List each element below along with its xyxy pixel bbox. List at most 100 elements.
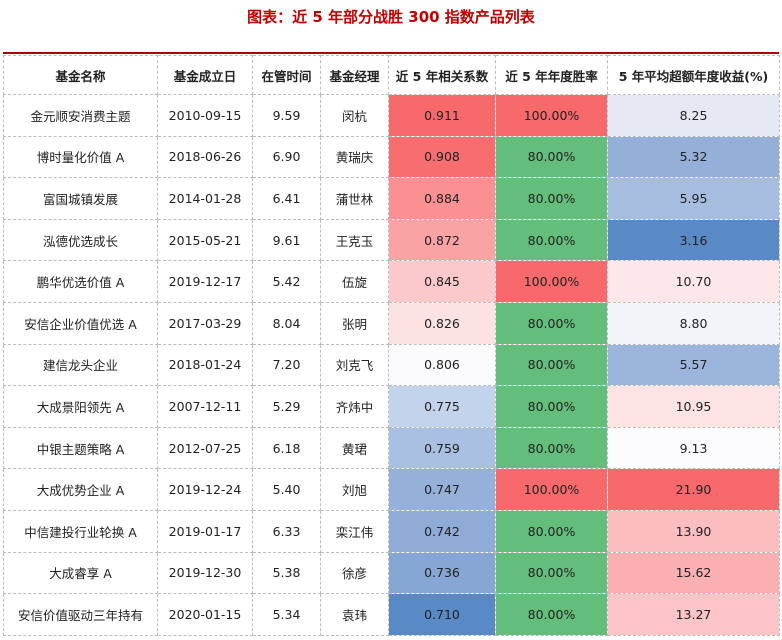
table-row: 建信龙头企业 2018-01-24 7.20 刘克飞 0.806 80.00% 5.57 — [3, 343, 780, 387]
inception-date-cell: 2019-12-17 — [157, 260, 253, 303]
col-header-tenure: 在管时间 — [252, 55, 321, 95]
fund-name-cell: 大成睿享 A — [3, 551, 158, 595]
table-row: 安信企业价值优选 A 2017-03-29 8.04 张明 0.826 80.00% 8.8… — [3, 301, 780, 345]
correlation-cell: 0.872 — [388, 218, 496, 262]
table-row: 中银主题策略 A 2012-07-25 6.18 黄珺 0.759 80.00% 9.13 — [3, 426, 780, 470]
table-header: 基金名称 基金成立日 在管时间 基金经理 近 5 年相关系数 近 5 年年度胜率… — [3, 55, 780, 95]
correlation-cell: 0.710 — [388, 593, 496, 636]
excess-return-cell: 15.62 — [607, 551, 780, 595]
correlation-cell: 0.884 — [388, 177, 496, 220]
table-row: 大成优势企业 A 2019-12-24 5.40 刘旭 0.747 100.00% 21.9… — [3, 468, 780, 511]
tenure-cell: 7.20 — [252, 343, 321, 387]
col-header-excess-return: 5 年平均超额年度收益(%) — [607, 55, 780, 95]
inception-date-cell: 2014-01-28 — [157, 177, 253, 220]
inception-date-cell: 2017-03-29 — [157, 301, 253, 345]
excess-return-cell: 3.16 — [607, 218, 780, 262]
win-rate-cell: 80.00% — [495, 385, 608, 428]
correlation-cell: 0.806 — [388, 343, 496, 387]
manager-cell: 蒲世林 — [320, 177, 389, 220]
col-header-win-rate: 近 5 年年度胜率 — [495, 55, 608, 95]
correlation-cell: 0.736 — [388, 551, 496, 595]
tenure-cell: 6.18 — [252, 426, 321, 470]
inception-date-cell: 2019-12-24 — [157, 468, 253, 511]
win-rate-cell: 100.00% — [495, 468, 608, 511]
excess-return-cell: 10.95 — [607, 385, 780, 428]
win-rate-cell: 80.00% — [495, 301, 608, 345]
tenure-cell: 6.90 — [252, 135, 321, 179]
inception-date-cell: 2018-06-26 — [157, 135, 253, 179]
header-row: 基金名称 基金成立日 在管时间 基金经理 近 5 年相关系数 近 5 年年度胜率… — [3, 55, 780, 95]
fund-name-cell: 富国城镇发展 — [3, 177, 158, 220]
manager-cell: 刘克飞 — [320, 343, 389, 387]
correlation-cell: 0.908 — [388, 135, 496, 179]
win-rate-cell: 80.00% — [495, 177, 608, 220]
inception-date-cell: 2007-12-11 — [157, 385, 253, 428]
tenure-cell: 8.04 — [252, 301, 321, 345]
excess-return-cell: 5.32 — [607, 135, 780, 179]
table-body: 金元顺安消费主题 2010-09-15 9.59 闵杭 0.911 100.00% 8.25… — [3, 94, 780, 636]
figure-title: 图表：近 5 年部分战胜 300 指数产品列表 — [247, 8, 535, 26]
col-header-fund-name: 基金名称 — [3, 55, 158, 95]
excess-return-cell: 21.90 — [607, 468, 780, 511]
table-row: 鹏华优选价值 A 2019-12-17 5.42 伍旋 0.845 100.00% 10.7… — [3, 260, 780, 303]
win-rate-cell: 80.00% — [495, 593, 608, 636]
fund-table: 基金名称 基金成立日 在管时间 基金经理 近 5 年相关系数 近 5 年年度胜率… — [3, 55, 780, 636]
win-rate-cell: 80.00% — [495, 343, 608, 387]
excess-return-cell: 9.13 — [607, 426, 780, 470]
table-row: 泓德优选成长 2015-05-21 9.61 王克玉 0.872 80.00% 3.16 — [3, 218, 780, 262]
correlation-cell: 0.775 — [388, 385, 496, 428]
win-rate-cell: 100.00% — [495, 94, 608, 137]
table-row: 大成睿享 A 2019-12-30 5.38 徐彦 0.736 80.00% 15.62 — [3, 551, 780, 595]
manager-cell: 栾江伟 — [320, 509, 389, 553]
manager-cell: 伍旋 — [320, 260, 389, 303]
correlation-cell: 0.826 — [388, 301, 496, 345]
manager-cell: 张明 — [320, 301, 389, 345]
manager-cell: 黄珺 — [320, 426, 389, 470]
inception-date-cell: 2012-07-25 — [157, 426, 253, 470]
tenure-cell: 5.40 — [252, 468, 321, 511]
excess-return-cell: 5.95 — [607, 177, 780, 220]
manager-cell: 闵杭 — [320, 94, 389, 137]
tenure-cell: 6.41 — [252, 177, 321, 220]
fund-name-cell: 安信企业价值优选 A — [3, 301, 158, 345]
fund-name-cell: 博时量化价值 A — [3, 135, 158, 179]
fund-name-cell: 中银主题策略 A — [3, 426, 158, 470]
fund-name-cell: 大成优势企业 A — [3, 468, 158, 511]
win-rate-cell: 80.00% — [495, 551, 608, 595]
inception-date-cell: 2019-12-30 — [157, 551, 253, 595]
correlation-cell: 0.747 — [388, 468, 496, 511]
excess-return-cell: 8.25 — [607, 94, 780, 137]
table-row: 大成景阳领先 A 2007-12-11 5.29 齐炜中 0.775 80.00% 10.9… — [3, 385, 780, 428]
table-row: 安信价值驱动三年持有 2020-01-15 5.34 袁玮 0.710 80.00% 13.… — [3, 593, 780, 636]
tenure-cell: 5.34 — [252, 593, 321, 636]
fund-name-cell: 大成景阳领先 A — [3, 385, 158, 428]
win-rate-cell: 100.00% — [495, 260, 608, 303]
win-rate-cell: 80.00% — [495, 509, 608, 553]
fund-name-cell: 鹏华优选价值 A — [3, 260, 158, 303]
excess-return-cell: 5.57 — [607, 343, 780, 387]
inception-date-cell: 2010-09-15 — [157, 94, 253, 137]
excess-return-cell: 10.70 — [607, 260, 780, 303]
fund-name-cell: 金元顺安消费主题 — [3, 94, 158, 137]
table-row: 富国城镇发展 2014-01-28 6.41 蒲世林 0.884 80.00% 5.95 — [3, 177, 780, 220]
manager-cell: 袁玮 — [320, 593, 389, 636]
tenure-cell: 9.61 — [252, 218, 321, 262]
manager-cell: 王克玉 — [320, 218, 389, 262]
win-rate-cell: 80.00% — [495, 426, 608, 470]
table-row: 中信建投行业轮换 A 2019-01-17 6.33 栾江伟 0.742 80.00% 13… — [3, 509, 780, 553]
col-header-correlation: 近 5 年相关系数 — [388, 55, 496, 95]
win-rate-cell: 80.00% — [495, 135, 608, 179]
fund-name-cell: 中信建投行业轮换 A — [3, 509, 158, 553]
tenure-cell: 5.38 — [252, 551, 321, 595]
inception-date-cell: 2018-01-24 — [157, 343, 253, 387]
excess-return-cell: 8.80 — [607, 301, 780, 345]
fund-name-cell: 安信价值驱动三年持有 — [3, 593, 158, 636]
inception-date-cell: 2020-01-15 — [157, 593, 253, 636]
col-header-inception-date: 基金成立日 — [157, 55, 253, 95]
fund-name-cell: 建信龙头企业 — [3, 343, 158, 387]
correlation-cell: 0.911 — [388, 94, 496, 137]
col-header-manager: 基金经理 — [320, 55, 389, 95]
correlation-cell: 0.759 — [388, 426, 496, 470]
tenure-cell: 5.42 — [252, 260, 321, 303]
manager-cell: 黄瑞庆 — [320, 135, 389, 179]
